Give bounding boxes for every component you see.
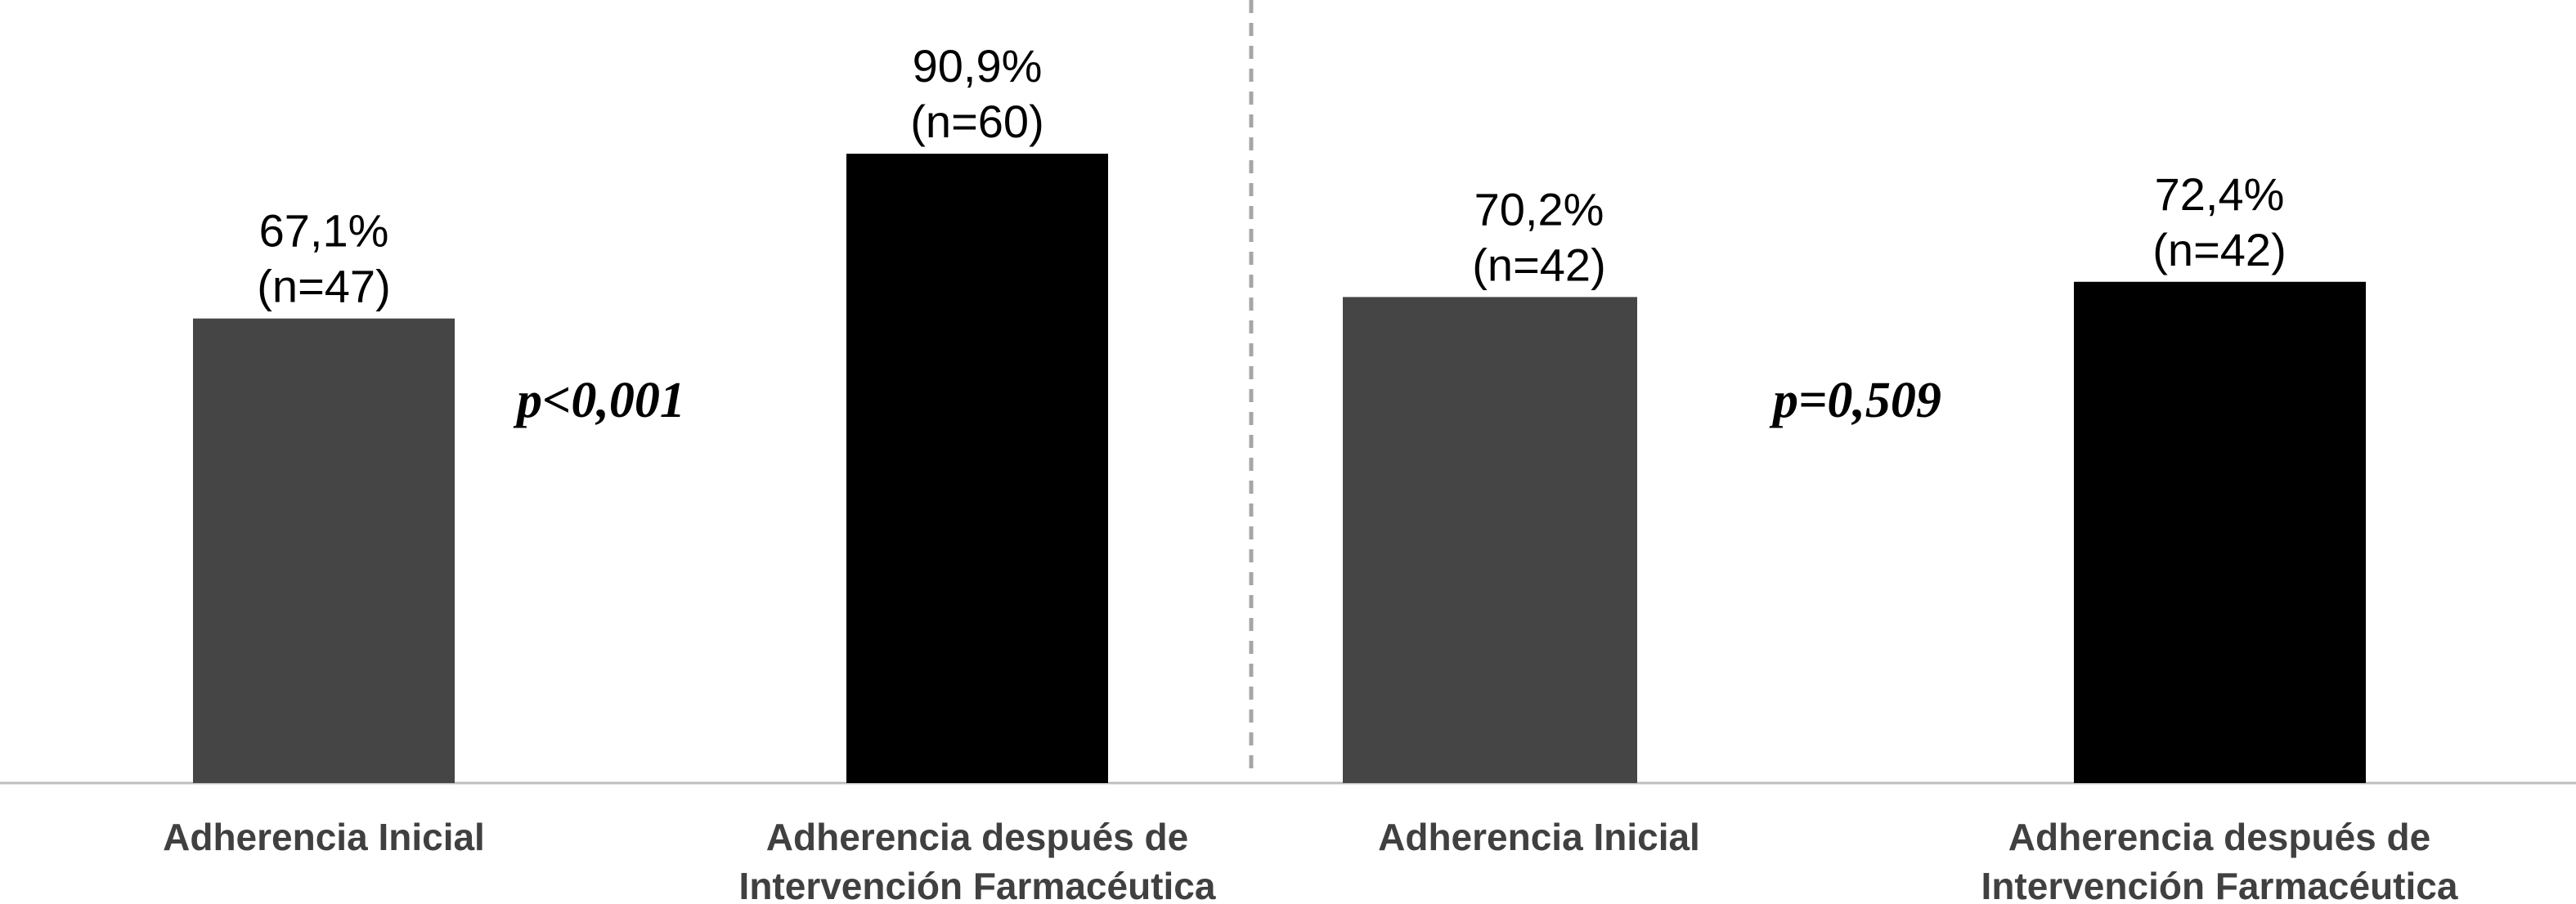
data-label-n: (n=60) bbox=[910, 96, 1043, 147]
data-label-percent: 90,9% bbox=[913, 40, 1043, 92]
bar-adherencia-inicial-panel-1 bbox=[193, 318, 455, 784]
category-tick-label: Adherencia Inicial bbox=[163, 816, 485, 858]
category-tick-label: Adherencia después de bbox=[2008, 816, 2430, 858]
bar-adherencia-inicial-panel-2 bbox=[1343, 297, 1637, 783]
chart-marks: 67,1%(n=47) Adherencia Inicial 90,9%(n=60)… bbox=[163, 40, 2458, 904]
category-tick-label: Intervención Farmacéutica bbox=[739, 865, 1216, 904]
category-tick-label: Intervención Farmacéutica bbox=[1981, 865, 2458, 904]
p-value-annotation: p=0,509 bbox=[1769, 373, 1941, 428]
data-label-n: (n=42) bbox=[2152, 224, 2286, 275]
data-label-n: (n=47) bbox=[257, 261, 390, 312]
bar-adherencia-despues-panel-2 bbox=[2074, 281, 2366, 784]
p-value-annotation: p<0,001 bbox=[513, 373, 685, 428]
category-tick-label: Adherencia Inicial bbox=[1378, 816, 1700, 858]
data-label-percent: 70,2% bbox=[1474, 183, 1604, 235]
bar-adherencia-despues-panel-1 bbox=[846, 154, 1108, 783]
data-label-percent: 67,1% bbox=[259, 205, 389, 257]
data-label-n: (n=42) bbox=[1472, 239, 1605, 290]
category-tick-label: Adherencia después de bbox=[766, 816, 1188, 858]
data-label-percent: 72,4% bbox=[2155, 168, 2285, 220]
